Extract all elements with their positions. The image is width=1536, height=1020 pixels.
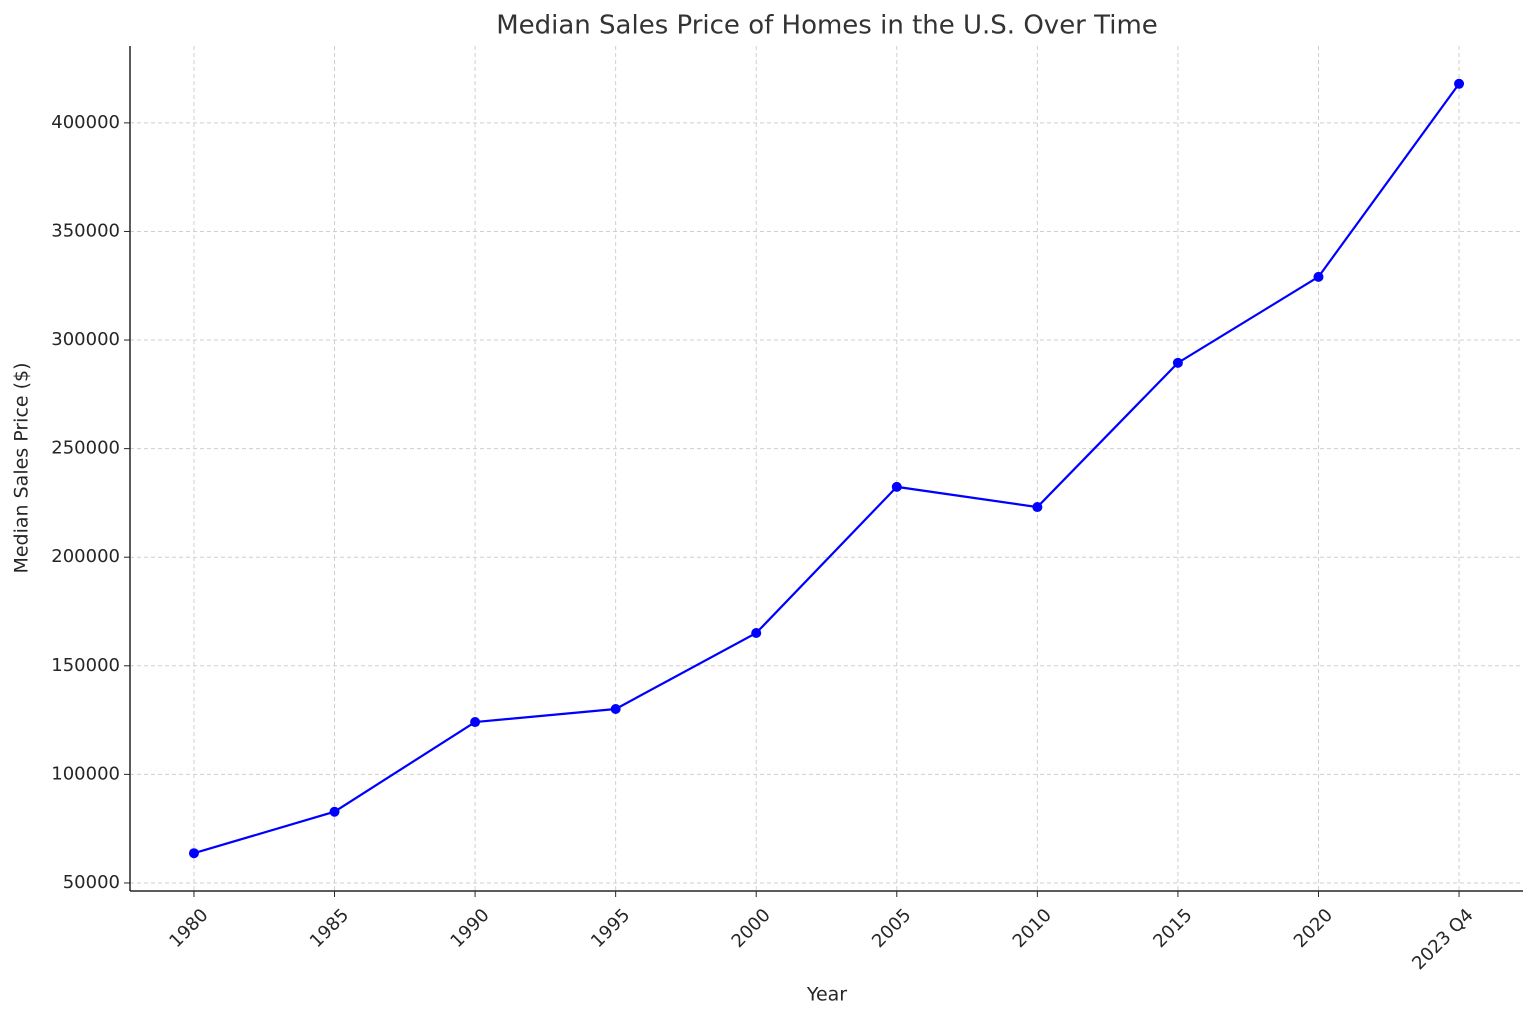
x-tick-label: 2020 — [1290, 905, 1337, 952]
x-tick-label: 2000 — [728, 905, 775, 952]
y-tick-label: 300000 — [51, 329, 120, 350]
point — [610, 704, 621, 715]
point — [891, 481, 902, 492]
point — [1313, 271, 1324, 282]
point — [1172, 357, 1183, 368]
x-axis-label: Year — [806, 984, 847, 1006]
point — [188, 848, 199, 859]
y-tick-label: 250000 — [51, 438, 120, 459]
y-tick-label: 150000 — [51, 655, 120, 676]
y-tick-label: 50000 — [63, 872, 120, 893]
point — [751, 628, 762, 639]
y-tick-label: 350000 — [51, 220, 120, 241]
line — [193, 83, 1460, 855]
y-tick-label: 200000 — [51, 546, 120, 567]
point — [1032, 502, 1043, 513]
chart-title: Median Sales Price of Homes in the U.S. … — [496, 11, 1158, 41]
y-tick-label: 100000 — [51, 763, 120, 784]
x-tick-label: 2015 — [1149, 905, 1196, 952]
x-tick-label: 1980 — [165, 905, 212, 952]
point — [470, 717, 481, 728]
x-tick-label: 2010 — [1009, 905, 1056, 952]
point — [329, 806, 340, 817]
y-tick-label: 400000 — [51, 112, 120, 133]
x-tick-label: 1985 — [306, 905, 353, 952]
point — [1454, 78, 1465, 89]
x-tick-label: 1990 — [446, 905, 493, 952]
x-tick-label: 1995 — [587, 905, 634, 952]
x-tick-label: 2005 — [868, 905, 915, 952]
x-tick-label: 2023 Q4 — [1408, 905, 1477, 974]
y-axis-label: Median Sales Price ($) — [11, 362, 33, 573]
